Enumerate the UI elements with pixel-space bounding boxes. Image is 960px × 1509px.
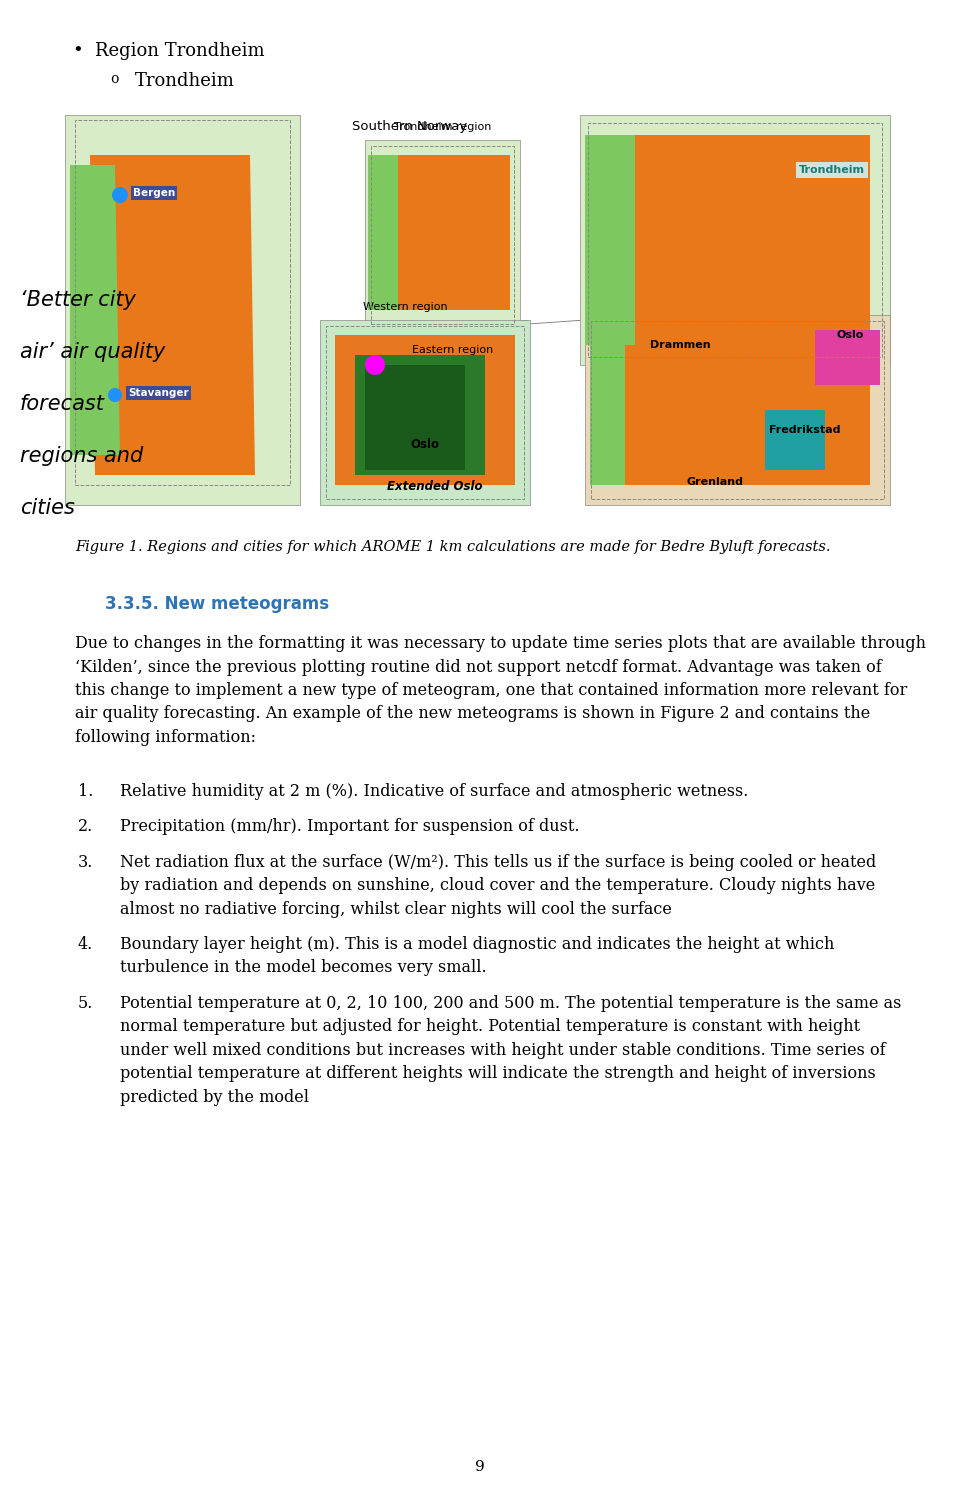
Text: Boundary layer height (m). This is a model diagnostic and indicates the height a: Boundary layer height (m). This is a mod… (120, 936, 834, 954)
Bar (320, 320, 530, 506)
Text: Figure 1. Regions and cities for which AROME 1 km calculations are made for Bedr: Figure 1. Regions and cities for which A… (75, 540, 830, 554)
Text: predicted by the model: predicted by the model (120, 1089, 309, 1106)
Bar (590, 335, 625, 484)
Text: Stavanger: Stavanger (128, 388, 188, 398)
Text: almost no radiative forcing, whilst clear nights will cool the surface: almost no radiative forcing, whilst clea… (120, 901, 672, 917)
Circle shape (112, 187, 128, 204)
Text: Extended Oslo: Extended Oslo (387, 480, 483, 493)
Bar (585, 134, 635, 346)
Text: following information:: following information: (75, 729, 256, 745)
Bar (335, 335, 515, 484)
Text: 1.: 1. (78, 783, 93, 800)
Text: Southern Norway: Southern Norway (352, 121, 468, 133)
Text: Fredrikstad: Fredrikstad (769, 426, 841, 435)
Text: under well mixed conditions but increases with height under stable conditions. T: under well mixed conditions but increase… (120, 1043, 886, 1059)
Text: ‘Kilden’, since the previous plotting routine did not support netcdf format. Adv: ‘Kilden’, since the previous plotting ro… (75, 658, 881, 676)
Bar (75, 121, 290, 484)
Text: by radiation and depends on sunshine, cloud cover and the temperature. Cloudy ni: by radiation and depends on sunshine, cl… (120, 877, 876, 893)
Text: Drammen: Drammen (650, 340, 710, 350)
Text: Oslo: Oslo (836, 330, 864, 340)
Text: Bergen: Bergen (133, 189, 176, 198)
Text: 5.: 5. (78, 994, 93, 1013)
Polygon shape (90, 155, 255, 475)
Circle shape (108, 388, 122, 401)
Text: Trondheim: Trondheim (799, 164, 865, 175)
Text: •: • (72, 42, 83, 60)
Text: Western region: Western region (363, 302, 447, 312)
Text: Potential temperature at 0, 2, 10 100, 200 and 500 m. The potential temperature : Potential temperature at 0, 2, 10 100, 2… (120, 994, 901, 1013)
Text: Net radiation flux at the surface (W/m²). This tells us if the surface is being : Net radiation flux at the surface (W/m²)… (120, 854, 876, 871)
Text: air’ air quality: air’ air quality (20, 343, 165, 362)
Text: 9: 9 (475, 1461, 485, 1474)
Text: forecast: forecast (20, 394, 105, 415)
Text: 3.: 3. (78, 854, 93, 871)
Bar (390, 155, 510, 309)
Bar (365, 365, 465, 469)
Circle shape (365, 355, 385, 376)
Bar (580, 115, 890, 365)
Polygon shape (70, 164, 120, 456)
Bar (365, 140, 520, 330)
Bar (585, 315, 890, 506)
Text: Eastern region: Eastern region (412, 346, 493, 355)
Text: this change to implement a new type of meteogram, one that contained information: this change to implement a new type of m… (75, 682, 907, 699)
Text: potential temperature at different heights will indicate the strength and height: potential temperature at different heigh… (120, 1065, 876, 1082)
Bar (815, 330, 880, 385)
Text: Trondheim region: Trondheim region (394, 122, 492, 131)
Bar (765, 410, 825, 469)
Bar (326, 326, 524, 499)
Bar (371, 146, 514, 324)
Bar (591, 321, 884, 499)
Text: regions and: regions and (20, 447, 143, 466)
Text: Due to changes in the formatting it was necessary to update time series plots th: Due to changes in the formatting it was … (75, 635, 926, 652)
Text: Grenland: Grenland (686, 477, 743, 487)
Text: Oslo: Oslo (411, 439, 440, 451)
Text: normal temperature but adjusted for height. Potential temperature is constant wi: normal temperature but adjusted for heig… (120, 1019, 860, 1035)
Text: Precipitation (mm/hr). Important for suspension of dust.: Precipitation (mm/hr). Important for sus… (120, 818, 580, 834)
Text: 2.: 2. (78, 818, 93, 834)
Bar (615, 335, 870, 484)
Text: 4.: 4. (78, 936, 93, 954)
Text: ‘Better city: ‘Better city (20, 291, 136, 311)
Text: Trondheim: Trondheim (135, 72, 235, 91)
Bar (620, 134, 870, 346)
Bar (588, 124, 882, 358)
Text: Region Trondheim: Region Trondheim (95, 42, 265, 60)
Text: cities: cities (20, 498, 75, 519)
Bar (355, 355, 485, 475)
Bar (65, 115, 300, 506)
Text: 3.3.5. New meteograms: 3.3.5. New meteograms (105, 595, 329, 613)
Text: air quality forecasting. An example of the new meteograms is shown in Figure 2 a: air quality forecasting. An example of t… (75, 706, 871, 723)
Text: o: o (110, 72, 118, 86)
Bar (368, 155, 398, 309)
Text: turbulence in the model becomes very small.: turbulence in the model becomes very sma… (120, 960, 487, 976)
Text: Relative humidity at 2 m (%). Indicative of surface and atmospheric wetness.: Relative humidity at 2 m (%). Indicative… (120, 783, 749, 800)
